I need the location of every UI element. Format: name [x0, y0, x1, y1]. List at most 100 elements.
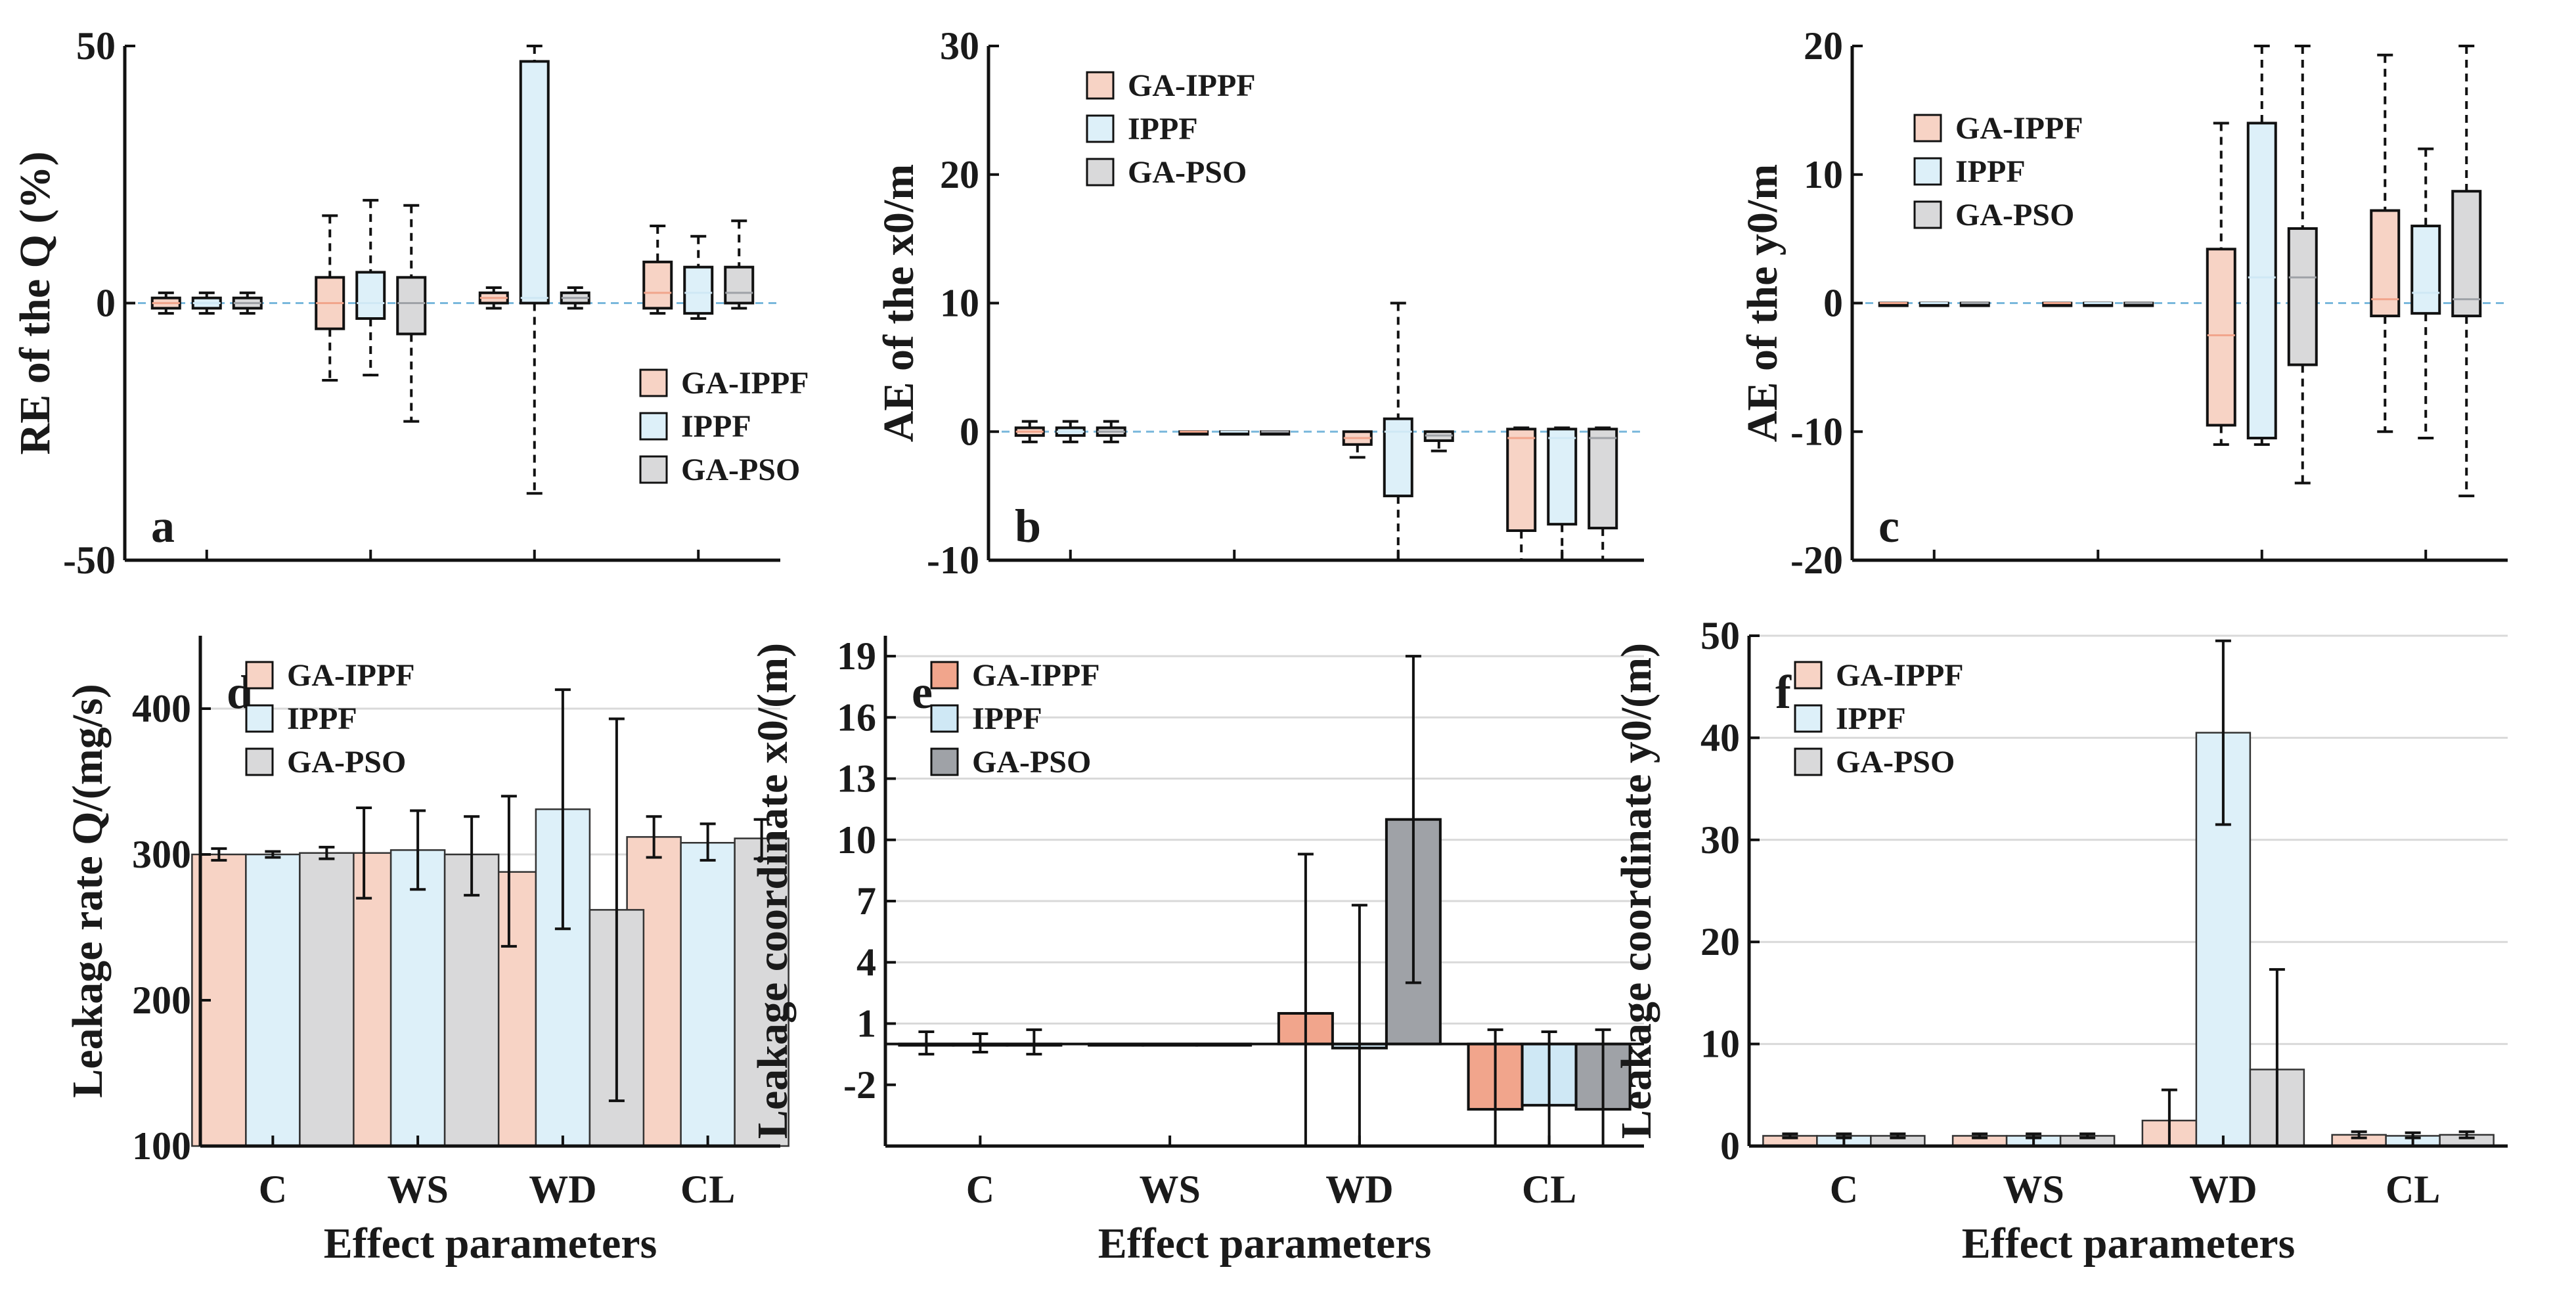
y-tick-label: 300	[132, 833, 191, 876]
legend-label: GA-PSO	[681, 453, 800, 487]
x-tick-label: CL	[680, 1168, 735, 1211]
x-tick-label: CL	[2386, 1168, 2440, 1211]
legend-swatch-GA-PSO	[1913, 200, 1942, 229]
legend-swatch-GA-IPPF	[1086, 71, 1115, 100]
x-axis-label: Effect parameters	[1962, 1220, 2296, 1268]
box-GA-PSO	[2451, 190, 2482, 318]
legend-swatch-GA-PSO	[1086, 158, 1115, 187]
x-tick-label: WS	[387, 1168, 448, 1211]
y-tick-label: 50	[1700, 614, 1740, 657]
panel-b: -10 0 10 20 30 AE of the x0/m b GA-IPPF IPPF GA-P…	[875, 24, 1644, 582]
y-tick-label: 10	[837, 818, 876, 862]
y-tick-label: 30	[940, 24, 979, 68]
y-axis-label: AE of the y0/m	[1739, 164, 1787, 442]
legend-label: GA-IPPF	[1836, 658, 1964, 693]
y-tick-label: 0	[960, 410, 979, 453]
legend-label: IPPF	[287, 701, 357, 736]
legend-swatch-IPPF	[1794, 704, 1823, 733]
y-tick-label: 10	[1804, 153, 1843, 196]
box-GA-IPPF	[1506, 428, 1537, 532]
box-IPPF	[1547, 428, 1578, 526]
panel-label: e	[912, 666, 933, 718]
y-axis-label: RE of the Q (%)	[11, 152, 59, 455]
x-tick-label: WD	[1325, 1168, 1393, 1211]
box-GA-PSO	[724, 265, 755, 305]
box-IPPF	[519, 60, 550, 305]
legend-swatch-GA-PSO	[930, 747, 959, 776]
bar-IPPF	[680, 841, 736, 1147]
box-GA-PSO	[1588, 428, 1618, 530]
legend-label: GA-IPPF	[287, 658, 415, 693]
legend-swatch-GA-PSO	[1794, 747, 1823, 776]
y-tick-label: 20	[1804, 24, 1843, 68]
y-tick-label: 20	[1700, 920, 1740, 963]
y-tick-label: -2	[843, 1063, 876, 1107]
x-axis-label: Effect parameters	[324, 1220, 657, 1268]
y-tick-label: -10	[1790, 410, 1843, 453]
y-tick-label: 7	[856, 879, 876, 923]
x-tick-label: C	[259, 1168, 287, 1211]
y-tick-label: 0	[1823, 282, 1843, 325]
y-tick-label: 40	[1700, 716, 1740, 759]
x-tick-label: C	[1830, 1168, 1858, 1211]
box-GA-IPPF	[2206, 248, 2236, 427]
y-tick-label: 19	[837, 634, 876, 678]
y-tick-label: 16	[837, 696, 876, 739]
y-tick-label: 400	[132, 687, 191, 730]
y-tick-label: 0	[96, 282, 116, 325]
legend-swatch-GA-IPPF	[245, 661, 274, 690]
box-IPPF	[2246, 121, 2277, 440]
bar-IPPF	[245, 853, 301, 1147]
panel-a: -50 0 50 RE of the Q (%) a GA-IPPF IPPF GA-PSO	[11, 24, 809, 582]
y-tick-label: 13	[837, 757, 876, 801]
legend-label: GA-PSO	[287, 745, 406, 780]
y-axis-label: AE of the x0/m	[875, 164, 923, 442]
legend-label: GA-PSO	[1836, 745, 1955, 780]
legend-label: GA-PSO	[1955, 198, 2074, 232]
panel-label: a	[151, 500, 175, 552]
y-tick-label: 10	[940, 282, 979, 325]
legend-label: GA-PSO	[972, 745, 1091, 780]
box-GA-PSO	[396, 276, 427, 336]
box-GA-IPPF	[642, 260, 673, 310]
y-axis-label: Leakage coordinate y0/(m)	[1612, 643, 1660, 1139]
y-tick-label: 4	[856, 940, 876, 984]
legend-label: IPPF	[1128, 112, 1198, 146]
box-IPPF	[2410, 225, 2441, 315]
legend-label: GA-IPPF	[1128, 68, 1256, 103]
panel-e: -2 1 4 7 10 13 16 19 C WS WD CL Leakage coordinate x…	[749, 634, 1644, 1268]
legend-label: IPPF	[681, 409, 751, 444]
box-IPPF	[355, 271, 386, 320]
y-tick-label: -10	[927, 539, 979, 582]
y-tick-label: 0	[1720, 1124, 1740, 1168]
legend-swatch-GA-IPPF	[639, 368, 668, 397]
legend-label: IPPF	[972, 701, 1042, 736]
y-tick-label: -50	[63, 539, 116, 582]
box-IPPF	[1383, 417, 1413, 498]
y-tick-label: 100	[132, 1124, 191, 1168]
legend-label: GA-IPPF	[1955, 111, 2083, 146]
y-tick-label: 10	[1700, 1023, 1740, 1066]
legend-swatch-GA-IPPF	[930, 661, 959, 690]
legend-swatch-IPPF	[1913, 157, 1942, 186]
legend-swatch-GA-IPPF	[1913, 114, 1942, 143]
legend-label: IPPF	[1836, 701, 1906, 736]
legend-swatch-IPPF	[245, 704, 274, 733]
panel-label: b	[1015, 500, 1041, 552]
panel-f: 0 10 20 30 40 50 C WS WD CL Leakage coordinate y0/…	[1612, 614, 2508, 1268]
y-tick-label: 200	[132, 979, 191, 1022]
legend-label: IPPF	[1955, 154, 2026, 189]
bar-IPPF	[389, 849, 446, 1147]
x-tick-label: CL	[1522, 1168, 1576, 1211]
panel-label: f	[1775, 666, 1792, 718]
y-axis-label: Leakage coordinate x0/(m)	[749, 643, 797, 1139]
legend-label: GA-IPPF	[972, 658, 1100, 693]
legend-swatch-IPPF	[1086, 114, 1115, 143]
legend-swatch-GA-PSO	[245, 747, 274, 776]
legend-swatch-IPPF	[930, 704, 959, 733]
y-tick-label: 20	[940, 153, 979, 196]
box-GA-PSO	[2287, 227, 2318, 366]
legend-label: GA-IPPF	[681, 366, 809, 401]
x-tick-label: WD	[529, 1168, 596, 1211]
x-tick-label: WD	[2189, 1168, 2257, 1211]
